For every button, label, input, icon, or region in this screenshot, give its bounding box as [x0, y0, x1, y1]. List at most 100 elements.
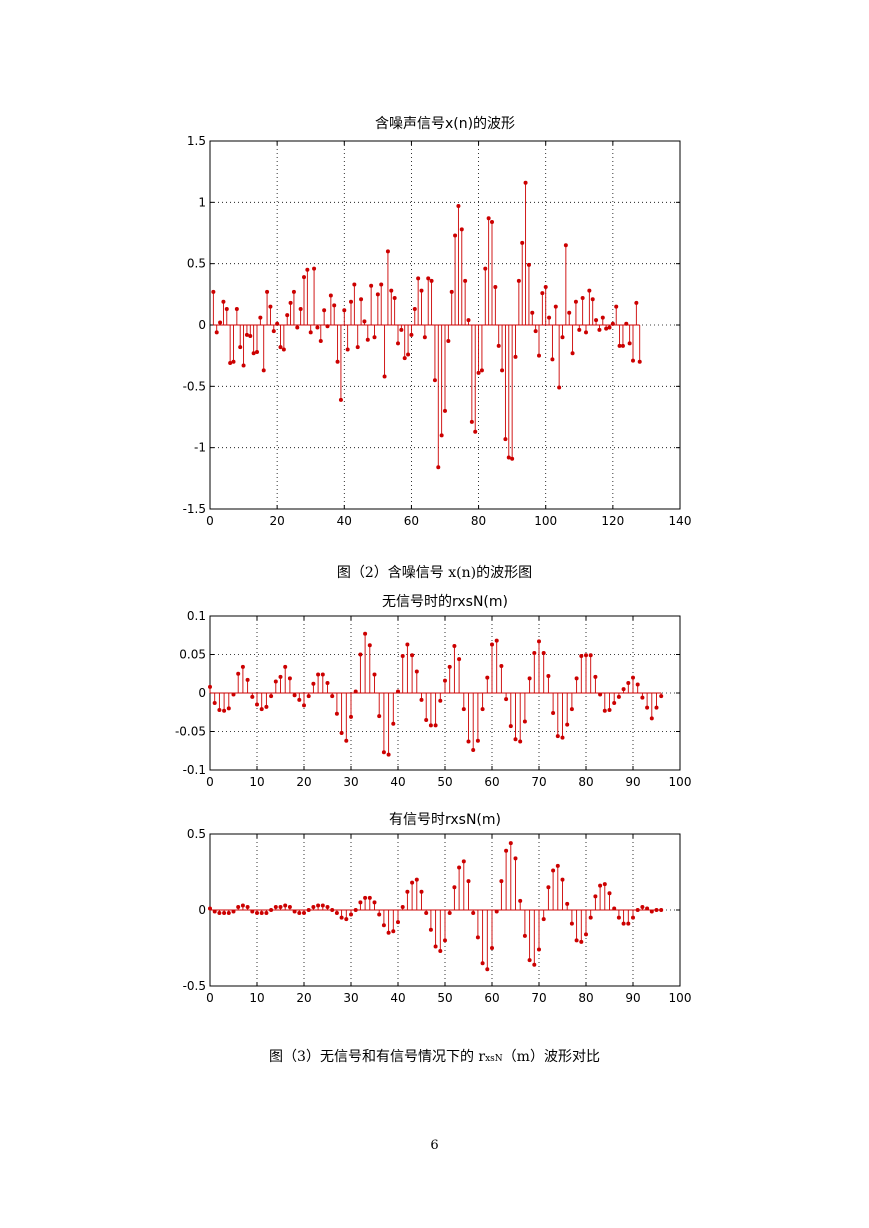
stem-marker [551, 868, 556, 873]
stem-marker [312, 266, 317, 271]
stem-marker [330, 694, 335, 699]
stem-marker [428, 723, 433, 728]
stem-marker [598, 692, 603, 697]
stem-marker [456, 204, 461, 209]
stem-marker [626, 921, 631, 926]
stem-marker [255, 349, 259, 354]
stem-marker [269, 908, 274, 912]
stem-marker [322, 308, 327, 313]
y-tick-label: 0 [198, 686, 206, 700]
stem-marker [362, 319, 367, 324]
stem-marker [283, 903, 288, 908]
stem-marker [617, 343, 622, 348]
stem-marker [563, 243, 568, 248]
stem-marker [396, 341, 400, 346]
stem-marker [532, 650, 537, 655]
stem-marker [631, 358, 635, 363]
stem-marker [234, 307, 239, 312]
stem-marker [500, 368, 505, 373]
stem-marker [338, 397, 343, 402]
stem-marker [447, 664, 452, 669]
stem-marker [541, 650, 546, 655]
x-tick-label: 20 [296, 775, 311, 789]
y-tick-label: 1 [198, 195, 206, 209]
stem-marker [580, 296, 585, 301]
stem-marker [560, 335, 565, 340]
stem-marker [375, 292, 380, 297]
stem-marker [616, 915, 621, 920]
stem-marker [461, 707, 466, 712]
stem-marker [429, 278, 434, 283]
stem-marker [659, 908, 664, 912]
stem-marker [579, 939, 584, 944]
x-tick-label: 90 [625, 775, 640, 789]
stem-marker [353, 689, 358, 694]
stem-marker [372, 335, 377, 340]
stem-marker [469, 419, 474, 424]
stem-marker [569, 707, 574, 712]
stem-marker [424, 911, 429, 916]
stem-marker [248, 334, 253, 339]
stem-marker [533, 329, 538, 334]
stem-marker [255, 911, 259, 916]
stem-marker [503, 437, 508, 442]
stem-marker [588, 915, 593, 920]
stem-marker [449, 289, 454, 294]
stem-marker [291, 289, 296, 294]
stem-marker [569, 921, 574, 926]
y-tick-label: 0.1 [187, 609, 206, 623]
stem-marker [604, 326, 609, 331]
stem-marker [494, 909, 499, 914]
stem-marker [217, 707, 222, 712]
stem-marker [513, 354, 518, 359]
stem-marker [402, 356, 407, 361]
chart-title: 含噪声信号x(n)的波形 [375, 116, 515, 132]
stem-marker [349, 299, 353, 304]
stem-marker [602, 882, 607, 887]
stem-marker [358, 900, 363, 905]
stem-marker [287, 676, 292, 681]
stem-marker [386, 930, 391, 935]
stem-marker [325, 904, 330, 909]
stem-marker [588, 653, 593, 658]
stem-marker [369, 283, 374, 288]
stem-marker [222, 911, 227, 916]
stem-marker [607, 325, 612, 330]
stem-marker [396, 920, 400, 925]
stem-marker [414, 877, 419, 882]
stem-marker [400, 904, 405, 909]
stem-marker [480, 961, 485, 966]
stem-marker [610, 321, 615, 326]
stem-marker [405, 642, 410, 647]
stem-marker [594, 318, 599, 323]
stem-marker [273, 904, 278, 909]
stem-marker [496, 343, 501, 348]
y-tick-label: 0.5 [187, 257, 206, 271]
stem-marker [479, 368, 484, 373]
x-tick-label: 50 [437, 775, 452, 789]
stem-marker [389, 288, 394, 293]
stem-marker [355, 345, 360, 350]
stem-marker [557, 385, 562, 390]
stem-marker [631, 915, 635, 920]
stem-marker [386, 752, 391, 757]
stem-marker [607, 707, 612, 712]
stem-marker [339, 731, 344, 736]
stem-marker [379, 282, 384, 287]
stem-marker [245, 904, 250, 909]
stem-marker [443, 938, 447, 943]
stem-marker [298, 307, 303, 312]
stem-marker [452, 885, 457, 890]
stem-marker [635, 682, 640, 687]
stem-marker [598, 883, 603, 888]
stem-marker [308, 330, 313, 335]
stem-marker [400, 654, 405, 659]
stem-marker [654, 908, 659, 912]
x-tick-label: 70 [531, 991, 546, 1005]
stem-marker [358, 652, 363, 657]
stem-marker [471, 747, 476, 752]
stem-marker [297, 911, 302, 916]
stem-marker [654, 705, 659, 710]
stem-marker [587, 288, 592, 293]
